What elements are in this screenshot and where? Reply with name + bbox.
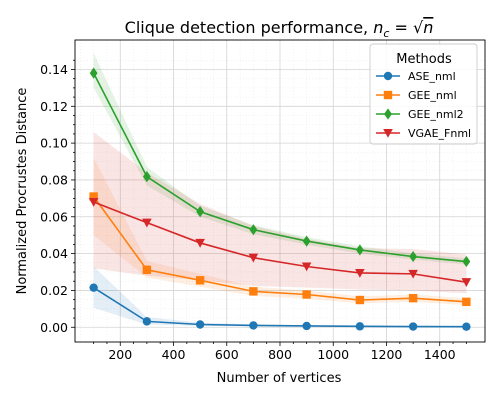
point-ase-nml	[462, 322, 471, 331]
point-ase-nml	[195, 320, 205, 329]
x-tick-label: 800	[268, 347, 292, 362]
point-gee-nml2	[142, 171, 151, 183]
point-gee-nml	[195, 276, 205, 285]
series-markers	[88, 67, 472, 331]
y-tick-label: 0.12	[40, 99, 68, 114]
legend-label-vgae-fnml: VGAE_Fnml	[408, 127, 471, 140]
y-tick-label: 0.04	[40, 246, 68, 261]
x-tick-label: 400	[162, 347, 186, 362]
x-tick-label: 1000	[317, 347, 349, 362]
legend-label-gee-nml2: GEE_nml2	[408, 108, 464, 121]
point-vgae-fnml	[355, 268, 365, 278]
point-vgae-fnml	[142, 218, 152, 228]
x-tick-label: 1200	[371, 347, 403, 362]
legend-marker-vgae-fnml	[383, 129, 393, 138]
line-gee-nml2	[92, 72, 467, 263]
point-ase-nml	[355, 322, 365, 331]
legend-box	[369, 43, 478, 145]
line-ase-nml	[93, 287, 467, 328]
x-tick-label: 200	[108, 347, 132, 362]
point-gee-nml	[355, 295, 365, 305]
legend: Methods ASE_nml GEE_nml GEE_nml2 VGAE_Fnml	[369, 43, 478, 145]
point-ase-nml	[249, 321, 258, 330]
x-tick-label: 1400	[424, 347, 456, 362]
point-ase-nml	[408, 322, 418, 331]
point-gee-nml	[408, 293, 418, 303]
series-lines	[92, 72, 467, 328]
x-axis-ticks: 200 400 600 800 1000 1200 1400	[93, 342, 467, 362]
y-tick-label: 0.10	[40, 136, 68, 151]
y-tick-label: 0.14	[40, 62, 68, 77]
point-gee-nml	[462, 297, 471, 307]
legend-items: ASE_nml GEE_nml GEE_nml2 VGAE_Fnml	[376, 70, 471, 140]
legend-label-ase-nml: ASE_nml	[408, 70, 456, 83]
point-gee-nml2	[355, 244, 364, 256]
point-gee-nml2	[462, 255, 471, 268]
legend-label-gee-nml: GEE_nml	[408, 89, 457, 102]
legend-marker-gee-nml2	[384, 108, 392, 120]
confidence-bands	[93, 52, 467, 327]
point-gee-nml	[249, 287, 258, 296]
legend-title: Methods	[396, 52, 452, 67]
line-gee-nml	[92, 196, 467, 303]
chart-title: Clique detection performance, nc = √n	[125, 18, 434, 40]
y-tick-label: 0.00	[40, 320, 68, 335]
point-vgae-fnml	[88, 198, 99, 207]
point-gee-nml	[302, 290, 311, 299]
y-axis-ticks: 0.00 0.02 0.04 0.06 0.08 0.10 0.12 0.14	[40, 59, 75, 335]
point-vgae-fnml	[301, 262, 312, 272]
point-ase-nml	[142, 317, 152, 326]
point-gee-nml	[89, 192, 98, 201]
y-tick-label: 0.06	[40, 209, 68, 224]
point-vgae-fnml	[195, 238, 205, 248]
point-vgae-fnml	[461, 278, 472, 287]
y-axis-label: Normalized Procrustes Distance	[15, 88, 30, 295]
point-ase-nml	[302, 321, 311, 331]
point-gee-nml2	[249, 224, 258, 236]
point-gee-nml2	[89, 67, 98, 79]
band-vgae-fnml	[93, 132, 467, 294]
x-axis-label: Number of vertices	[217, 371, 342, 386]
point-vgae-fnml	[248, 253, 259, 263]
legend-marker-gee-nml	[383, 90, 393, 100]
x-tick-label: 600	[215, 347, 239, 362]
legend-marker-ase-nml	[383, 71, 393, 81]
point-gee-nml2	[302, 235, 311, 247]
y-tick-label: 0.08	[40, 172, 68, 187]
point-vgae-fnml	[408, 269, 418, 279]
line-vgae-fnml	[93, 201, 467, 283]
point-gee-nml2	[409, 250, 418, 263]
y-tick-label: 0.02	[40, 283, 68, 298]
point-gee-nml2	[196, 206, 205, 218]
point-ase-nml	[89, 283, 98, 292]
point-gee-nml	[142, 265, 152, 275]
